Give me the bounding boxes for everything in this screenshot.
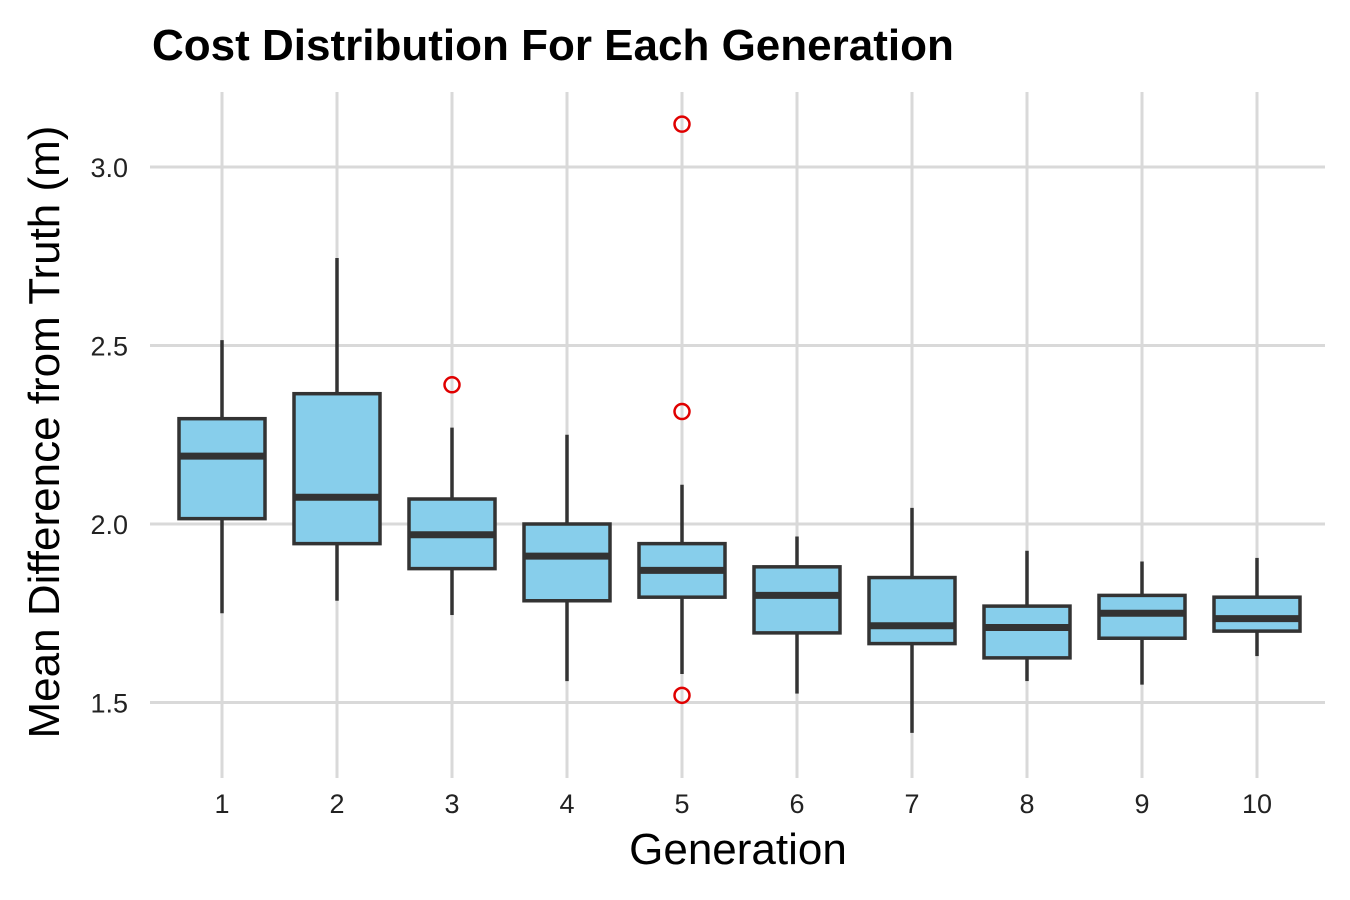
iqr-box [177, 416, 267, 521]
y-tick-label: 2.5 [90, 332, 128, 362]
x-tick-labels: 1 2 3 4 5 6 7 8 9 10 [214, 789, 1272, 819]
x-tick-label: 7 [904, 789, 919, 819]
chart-title: Cost Distribution For Each Generation [152, 21, 954, 70]
x-tick-label: 8 [1019, 789, 1034, 819]
outlier-point [443, 376, 461, 394]
boxes [177, 115, 1302, 733]
x-tick-label: 9 [1134, 789, 1149, 819]
iqr-box [752, 565, 842, 635]
x-tick-label: 5 [674, 789, 689, 819]
x-tick-label: 3 [444, 789, 459, 819]
x-tick-label: 6 [789, 789, 804, 819]
iqr-box [292, 391, 382, 546]
box-generation-6 [752, 536, 842, 694]
box-generation-9 [1097, 561, 1187, 685]
iqr-box [1097, 593, 1187, 640]
x-tick-label: 4 [559, 789, 574, 819]
outlier-point [673, 402, 691, 421]
iqr-box [867, 575, 957, 646]
y-tick-label: 1.5 [90, 689, 128, 719]
x-tick-label: 2 [329, 789, 344, 819]
outlier-point [673, 115, 691, 133]
y-axis-title: Mean Difference from Truth (m) [20, 126, 69, 739]
box-generation-10 [1212, 557, 1302, 657]
y-tick-label: 2.0 [90, 510, 128, 540]
x-tick-label: 1 [214, 789, 229, 819]
outlier-point [673, 686, 691, 705]
box-generation-1 [177, 340, 267, 614]
box-generation-2 [292, 258, 382, 601]
x-axis-title: Generation [629, 825, 847, 874]
box-generation-5 [637, 115, 727, 705]
box-generation-7 [867, 507, 957, 733]
iqr-box [1212, 595, 1302, 633]
box-generation-8 [982, 550, 1072, 682]
y-tick-labels: 1.5 2.0 2.5 3.0 [90, 153, 128, 719]
box-generation-3 [407, 376, 497, 616]
iqr-box [522, 522, 612, 603]
box-generation-4 [522, 434, 612, 682]
x-tick-label: 10 [1242, 789, 1272, 819]
iqr-box [982, 604, 1072, 660]
y-tick-label: 3.0 [90, 153, 128, 183]
